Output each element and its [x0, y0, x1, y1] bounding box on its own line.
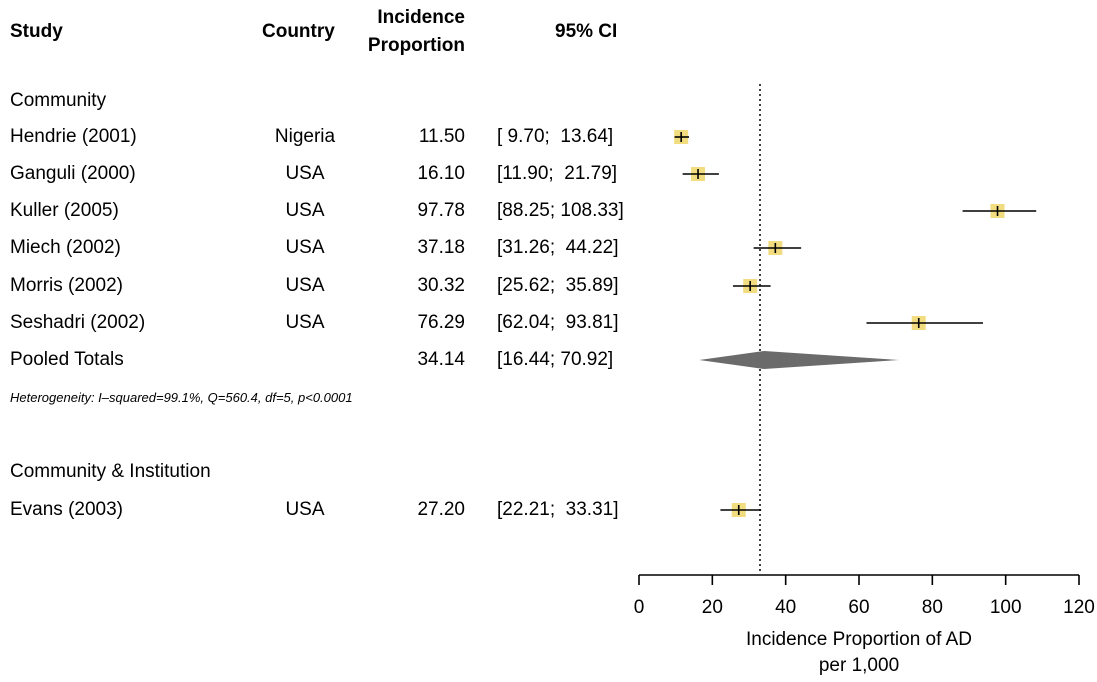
x-tick-label: 120 — [1063, 597, 1095, 618]
study-ci: [88.25; 108.33] — [497, 200, 624, 221]
study-ci: [22.21; 33.31] — [497, 499, 619, 520]
x-tick-label: 60 — [848, 597, 869, 618]
study-name: Hendrie (2001) — [10, 126, 137, 147]
study-value: 11.50 — [418, 126, 465, 147]
study-value: 16.10 — [417, 163, 465, 184]
x-tick-label: 0 — [634, 597, 645, 618]
x-axis-label: Incidence Proportion of AD — [746, 629, 972, 650]
study-value: 76.29 — [417, 312, 465, 333]
header-incidence-line2: Proportion — [367, 35, 465, 56]
x-tick-label: 20 — [702, 597, 723, 618]
pooled-label: Pooled Totals — [10, 349, 124, 370]
x-tick-label: 80 — [922, 597, 943, 618]
study-ci: [25.62; 35.89] — [497, 275, 619, 296]
study-value: 27.20 — [417, 499, 465, 520]
x-axis-label-units: per 1,000 — [819, 655, 899, 676]
study-name: Seshadri (2002) — [10, 312, 146, 333]
pooled-value: 34.14 — [417, 349, 465, 370]
study-value: 37.18 — [417, 237, 465, 258]
group-label-community: Community — [10, 90, 107, 111]
x-tick-label: 40 — [775, 597, 796, 618]
study-name: Evans (2003) — [10, 499, 124, 520]
study-country: USA — [285, 499, 325, 520]
study-name: Miech (2002) — [10, 237, 121, 258]
pooled-diamond — [699, 351, 900, 369]
study-ci: [31.26; 44.22] — [497, 237, 619, 258]
header-study: Study — [10, 21, 63, 42]
group-label-community-institution: Community & Institution — [10, 461, 211, 482]
heterogeneity-note: Heterogeneity: I–squared=99.1%, Q=560.4,… — [10, 390, 353, 405]
study-name: Morris (2002) — [10, 275, 123, 296]
study-country: USA — [285, 163, 325, 184]
study-country: USA — [285, 200, 325, 221]
study-ci: [11.90; 21.79] — [497, 163, 618, 184]
header-ci: 95% CI — [555, 21, 618, 42]
study-ci: [ 9.70; 13.64] — [497, 126, 614, 147]
study-name: Ganguli (2000) — [10, 163, 136, 184]
study-value: 30.32 — [417, 275, 465, 296]
header-incidence-line1: Incidence — [377, 7, 465, 28]
study-name: Kuller (2005) — [10, 200, 119, 221]
pooled-ci: [16.44; 70.92] — [497, 349, 614, 370]
header-country: Country — [262, 21, 335, 42]
study-ci: [62.04; 93.81] — [497, 312, 619, 333]
x-tick-label: 100 — [990, 597, 1022, 618]
study-value: 97.78 — [417, 200, 465, 221]
study-country: USA — [285, 237, 325, 258]
study-country: Nigeria — [274, 126, 336, 147]
study-country: USA — [285, 275, 325, 296]
study-country: USA — [285, 312, 325, 333]
